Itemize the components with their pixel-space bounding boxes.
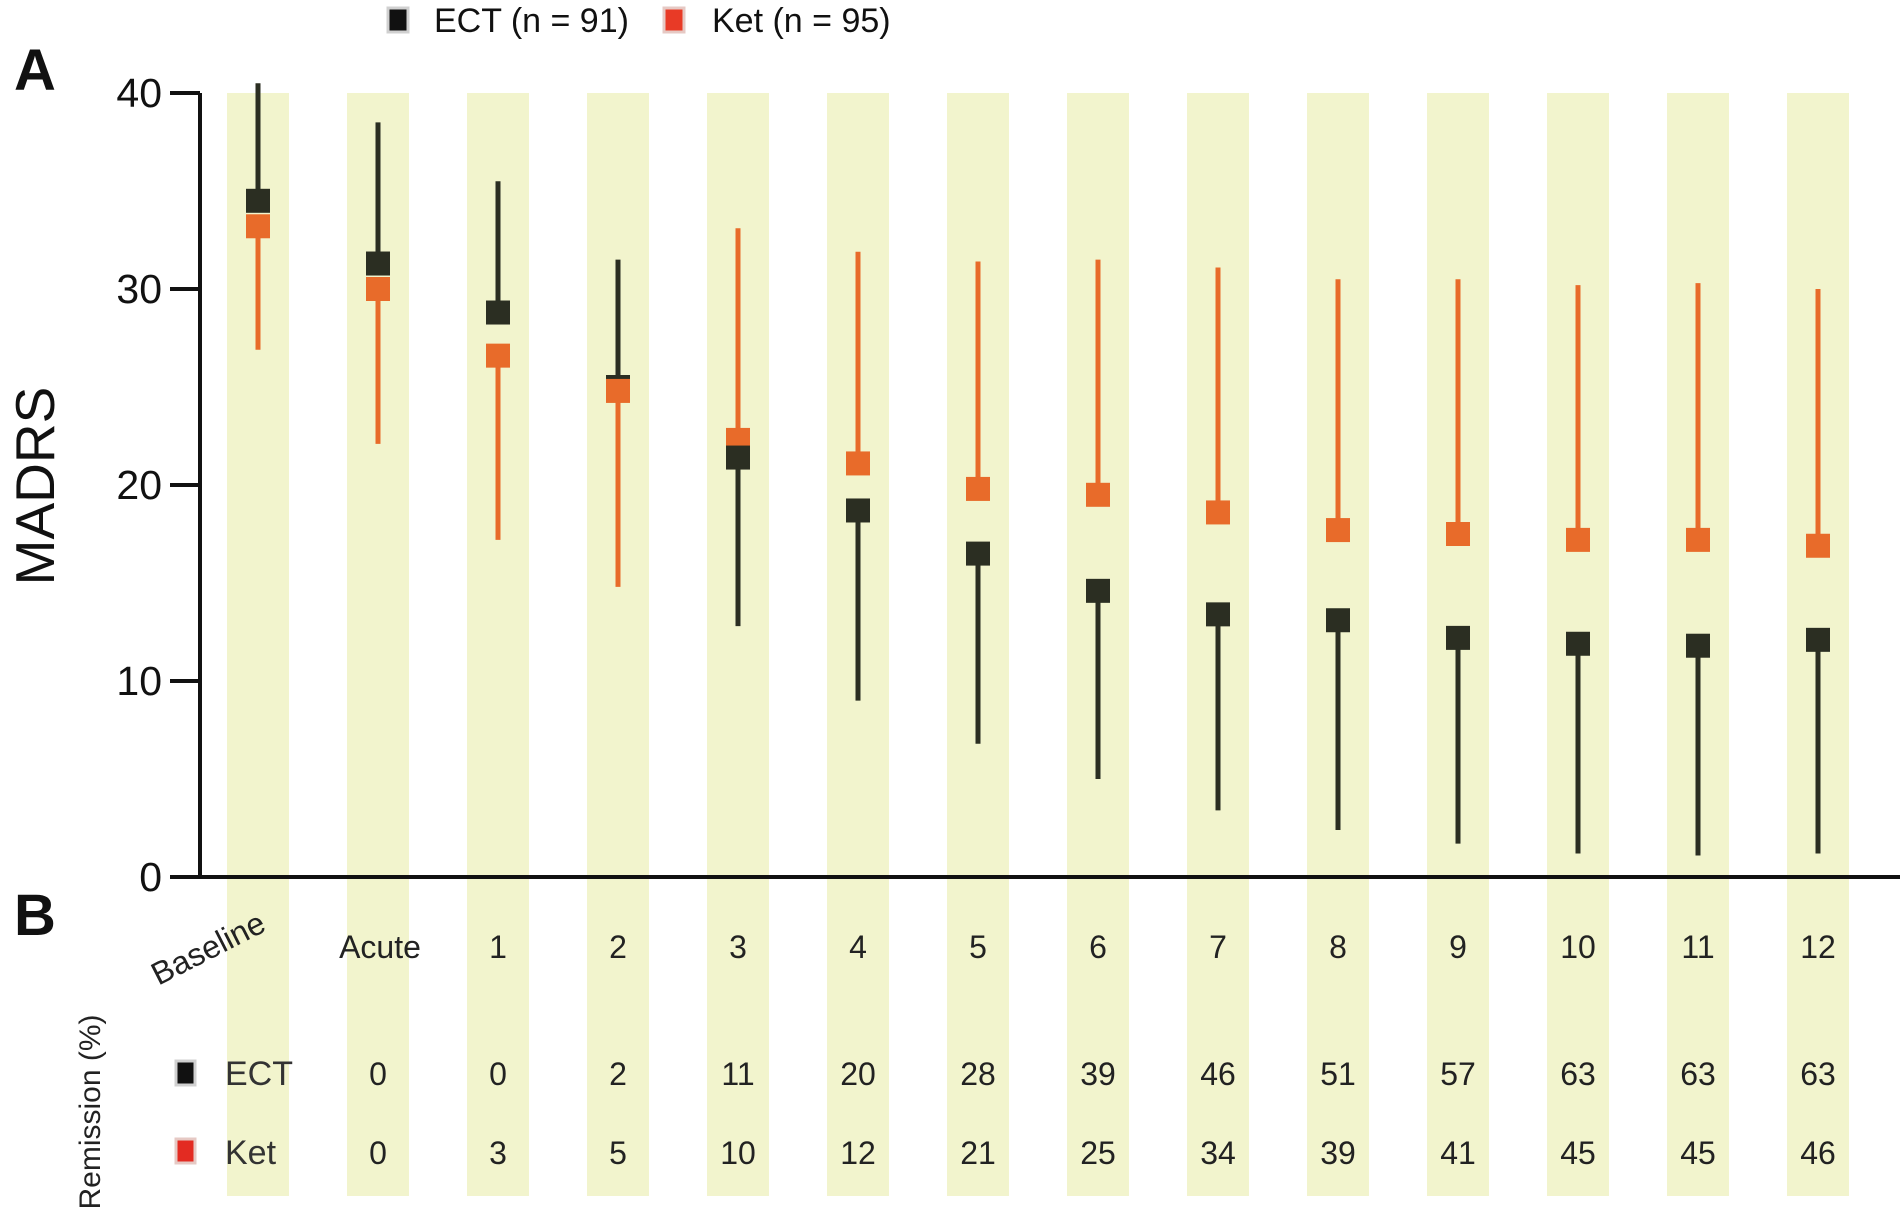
remission-cell-ket: 0: [369, 1135, 387, 1171]
legend-swatch-ect: [386, 6, 410, 34]
ket-marker: [1806, 533, 1830, 558]
remission-cell-ect: 63: [1680, 1056, 1716, 1092]
remission-cell-ket: 41: [1440, 1135, 1476, 1171]
remission-cell-ket: 45: [1560, 1135, 1596, 1171]
ect-marker: [1326, 608, 1350, 633]
x-category-label: 3: [729, 929, 747, 965]
remission-cell-ect: 46: [1200, 1056, 1236, 1092]
ket-marker: [246, 214, 270, 239]
remission-cell-ect: 2: [609, 1056, 627, 1092]
ect-marker: [846, 498, 870, 523]
ket-marker: [966, 476, 990, 501]
legend-label-ket: Ket (n = 95): [712, 2, 891, 40]
remission-cell-ket: 39: [1320, 1135, 1356, 1171]
x-category-label: Acute: [339, 929, 421, 965]
data-marks: [246, 83, 1830, 856]
ket-marker: [1206, 500, 1230, 525]
remission-cell-ket: 46: [1800, 1135, 1836, 1171]
axes: [198, 93, 1900, 879]
panel-label-b: B: [14, 883, 56, 948]
remission-cell-ect: 63: [1560, 1056, 1596, 1092]
remission-cell-ect: 39: [1080, 1056, 1116, 1092]
x-category-label: 11: [1681, 929, 1714, 965]
remission-cell-ket: 45: [1680, 1135, 1716, 1171]
x-category-label: 2: [609, 929, 627, 965]
ect-marker: [486, 300, 510, 325]
remission-cell-ket: 5: [609, 1135, 627, 1171]
remission-cell-ect: 28: [960, 1056, 996, 1092]
x-category-label: 1: [489, 929, 507, 965]
ect-marker: [1086, 578, 1110, 603]
x-category-label: 6: [1089, 929, 1107, 965]
ket-marker: [1086, 482, 1110, 507]
y-tick-label: 10: [116, 658, 162, 704]
ket-marker: [1326, 518, 1350, 543]
remission-swatch-ect: [174, 1059, 197, 1087]
remission-table: 0 0 2 11 20 28 39 46 51 57 63 63 63 0 3 5 10 12 21 25 34 39 41…: [369, 1056, 1836, 1171]
ket-marker: [606, 378, 630, 403]
ect-marker: [1446, 625, 1470, 650]
column-band: [347, 93, 409, 1196]
ect-marker: [1206, 602, 1230, 627]
remission-cell-ect: 57: [1440, 1056, 1476, 1092]
ect-marker: [246, 188, 270, 213]
ect-marker: [1686, 633, 1710, 658]
ket-marker: [1446, 522, 1470, 546]
ket-marker: [1686, 527, 1710, 552]
remission-axis-title: Remission (%): [74, 1014, 107, 1209]
x-category-label: 7: [1209, 929, 1227, 965]
y-tick-label: 0: [139, 854, 162, 900]
x-category-label: 9: [1449, 929, 1467, 965]
remission-cell-ket: 25: [1080, 1135, 1116, 1171]
ket-marker: [1566, 527, 1590, 552]
y-tick-label: 40: [116, 70, 162, 116]
ect-marker: [726, 445, 750, 470]
remission-cell-ect: 0: [369, 1056, 387, 1092]
ect-marker: [366, 251, 390, 276]
column-band: [587, 93, 649, 1196]
panel-label-a: A: [14, 38, 56, 103]
ect-marker: [1566, 631, 1590, 656]
remission-cell-ect: 11: [721, 1056, 754, 1092]
remission-row-label-ket: Ket: [225, 1134, 277, 1172]
ket-marker: [366, 277, 390, 301]
remission-cell-ect: 51: [1320, 1056, 1356, 1092]
x-category-label: 4: [849, 929, 867, 965]
remission-cell-ket: 10: [720, 1135, 756, 1171]
x-category-label: 10: [1560, 929, 1596, 965]
x-category-label: 5: [969, 929, 987, 965]
legend: ECT (n = 91) Ket (n = 95): [386, 2, 891, 40]
ect-marker: [966, 541, 990, 566]
remission-row-label-ect: ECT: [225, 1055, 293, 1093]
y-tick-label: 30: [116, 266, 162, 312]
remission-cell-ket: 21: [960, 1135, 996, 1171]
legend-label-ect: ECT (n = 91): [434, 2, 629, 40]
remission-cell-ket: 3: [489, 1135, 507, 1171]
remission-cell-ket: 12: [840, 1135, 876, 1171]
ket-marker: [486, 343, 510, 368]
y-tick-label: 20: [116, 462, 162, 508]
remission-swatch-ket: [174, 1137, 197, 1165]
ect-marker: [1806, 627, 1830, 652]
remission-cell-ket: 34: [1200, 1135, 1236, 1171]
remission-cell-ect: 0: [489, 1056, 507, 1092]
y-axis-ticks: 0 10 20 30 40: [116, 70, 200, 900]
x-category-label: 12: [1800, 929, 1836, 965]
column-bands: [227, 93, 1849, 1196]
ket-marker: [846, 451, 870, 476]
y-axis-title: MADRS: [4, 387, 66, 586]
remission-cell-ect: 63: [1800, 1056, 1836, 1092]
legend-swatch-ket: [662, 6, 686, 34]
remission-cell-ect: 20: [840, 1056, 876, 1092]
x-category-label: 8: [1329, 929, 1347, 965]
